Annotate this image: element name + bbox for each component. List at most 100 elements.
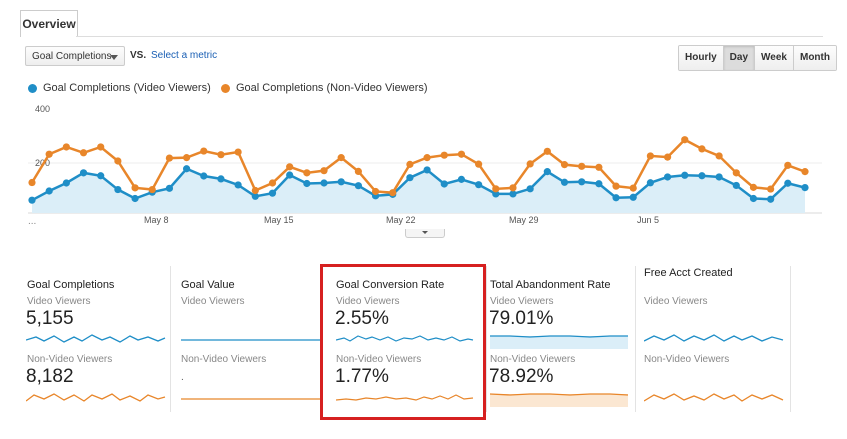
point-nonvideo-44[interactable] <box>784 161 792 169</box>
point-video-33[interactable] <box>595 180 603 188</box>
point-video-4[interactable] <box>97 172 105 180</box>
point-nonvideo-29[interactable] <box>526 160 534 168</box>
point-video-37[interactable] <box>663 173 672 181</box>
point-nonvideo-2[interactable] <box>62 143 70 151</box>
point-nonvideo-23[interactable] <box>423 154 431 162</box>
point-video-30[interactable] <box>543 168 551 176</box>
point-video-10[interactable] <box>200 172 208 180</box>
chart-resize-handle[interactable] <box>405 229 445 238</box>
point-video-0[interactable] <box>28 196 36 204</box>
point-nonvideo-27[interactable] <box>492 185 500 193</box>
point-nonvideo-9[interactable] <box>183 154 191 162</box>
point-video-38[interactable] <box>681 171 689 179</box>
point-nonvideo-25[interactable] <box>457 150 466 158</box>
point-nonvideo-43[interactable] <box>767 185 775 193</box>
point-nonvideo-34[interactable] <box>612 182 620 190</box>
point-nonvideo-16[interactable] <box>303 169 311 177</box>
point-video-9[interactable] <box>183 165 191 173</box>
point-nonvideo-30[interactable] <box>543 147 551 155</box>
point-nonvideo-32[interactable] <box>578 162 586 170</box>
point-video-16[interactable] <box>303 179 311 188</box>
point-video-25[interactable] <box>457 175 466 183</box>
tab-overview[interactable]: Overview <box>20 10 78 37</box>
point-nonvideo-22[interactable] <box>406 160 414 168</box>
point-video-39[interactable] <box>698 172 706 180</box>
point-nonvideo-12[interactable] <box>234 148 242 156</box>
point-nonvideo-42[interactable] <box>749 183 758 191</box>
point-nonvideo-41[interactable] <box>732 169 740 177</box>
point-nonvideo-20[interactable] <box>371 187 380 196</box>
point-nonvideo-28[interactable] <box>509 184 517 192</box>
point-nonvideo-8[interactable] <box>165 154 174 162</box>
scorecard-divider <box>486 266 487 412</box>
point-video-43[interactable] <box>767 195 775 203</box>
point-video-19[interactable] <box>354 182 362 190</box>
point-nonvideo-31[interactable] <box>560 161 569 169</box>
point-video-42[interactable] <box>749 194 758 203</box>
point-nonvideo-4[interactable] <box>97 143 105 151</box>
point-video-12[interactable] <box>234 181 242 189</box>
point-nonvideo-24[interactable] <box>440 151 448 159</box>
point-video-1[interactable] <box>45 187 53 195</box>
point-nonvideo-13[interactable] <box>251 186 259 195</box>
point-video-18[interactable] <box>337 178 345 186</box>
legend-nonvideo[interactable]: Goal Completions (Non-Video Viewers) <box>221 82 428 94</box>
point-video-28[interactable] <box>509 190 517 198</box>
point-nonvideo-11[interactable] <box>217 151 225 159</box>
point-nonvideo-5[interactable] <box>114 157 122 165</box>
point-video-26[interactable] <box>475 181 483 189</box>
point-video-5[interactable] <box>114 185 122 194</box>
point-video-45[interactable] <box>801 184 809 192</box>
point-video-40[interactable] <box>715 173 723 181</box>
point-video-36[interactable] <box>646 179 655 187</box>
point-nonvideo-10[interactable] <box>200 147 208 155</box>
point-nonvideo-1[interactable] <box>45 150 53 158</box>
point-video-15[interactable] <box>286 171 294 179</box>
point-nonvideo-40[interactable] <box>715 152 723 160</box>
point-nonvideo-33[interactable] <box>595 163 603 171</box>
point-nonvideo-35[interactable] <box>629 184 637 192</box>
legend-video[interactable]: Goal Completions (Video Viewers) <box>28 82 211 94</box>
week-button[interactable]: Week <box>754 46 793 70</box>
point-nonvideo-38[interactable] <box>681 136 689 144</box>
point-video-35[interactable] <box>629 193 637 201</box>
point-nonvideo-21[interactable] <box>389 189 397 197</box>
point-nonvideo-7[interactable] <box>148 185 156 194</box>
point-video-27[interactable] <box>492 190 500 198</box>
point-video-31[interactable] <box>560 178 569 186</box>
point-nonvideo-15[interactable] <box>286 163 294 171</box>
hourly-button[interactable]: Hourly <box>679 46 723 70</box>
point-video-8[interactable] <box>165 184 174 192</box>
point-video-41[interactable] <box>732 181 740 190</box>
day-button[interactable]: Day <box>722 46 755 70</box>
point-video-17[interactable] <box>320 179 328 187</box>
point-video-34[interactable] <box>612 194 620 202</box>
metric-dropdown[interactable]: Goal Completions <box>25 46 125 66</box>
point-nonvideo-0[interactable] <box>28 178 36 187</box>
point-video-3[interactable] <box>79 169 88 177</box>
point-nonvideo-45[interactable] <box>801 168 809 176</box>
point-video-29[interactable] <box>526 185 534 193</box>
point-nonvideo-17[interactable] <box>320 167 328 175</box>
point-video-22[interactable] <box>406 174 414 182</box>
point-nonvideo-18[interactable] <box>337 154 345 162</box>
point-nonvideo-19[interactable] <box>354 167 362 175</box>
point-video-24[interactable] <box>440 180 448 188</box>
select-metric-link[interactable]: Select a metric <box>151 50 218 61</box>
point-nonvideo-26[interactable] <box>475 160 483 168</box>
point-video-11[interactable] <box>217 175 225 183</box>
point-video-32[interactable] <box>578 178 586 186</box>
point-video-14[interactable] <box>268 189 277 197</box>
point-nonvideo-37[interactable] <box>663 153 672 161</box>
point-nonvideo-6[interactable] <box>131 184 139 192</box>
point-video-44[interactable] <box>784 179 792 187</box>
point-video-6[interactable] <box>131 194 139 203</box>
point-nonvideo-14[interactable] <box>268 179 277 187</box>
point-nonvideo-3[interactable] <box>79 149 88 157</box>
month-button[interactable]: Month <box>792 46 836 70</box>
point-nonvideo-36[interactable] <box>646 152 655 160</box>
point-video-23[interactable] <box>423 166 431 174</box>
point-video-2[interactable] <box>62 179 70 187</box>
point-video-13[interactable] <box>251 192 259 200</box>
point-nonvideo-39[interactable] <box>698 145 706 153</box>
